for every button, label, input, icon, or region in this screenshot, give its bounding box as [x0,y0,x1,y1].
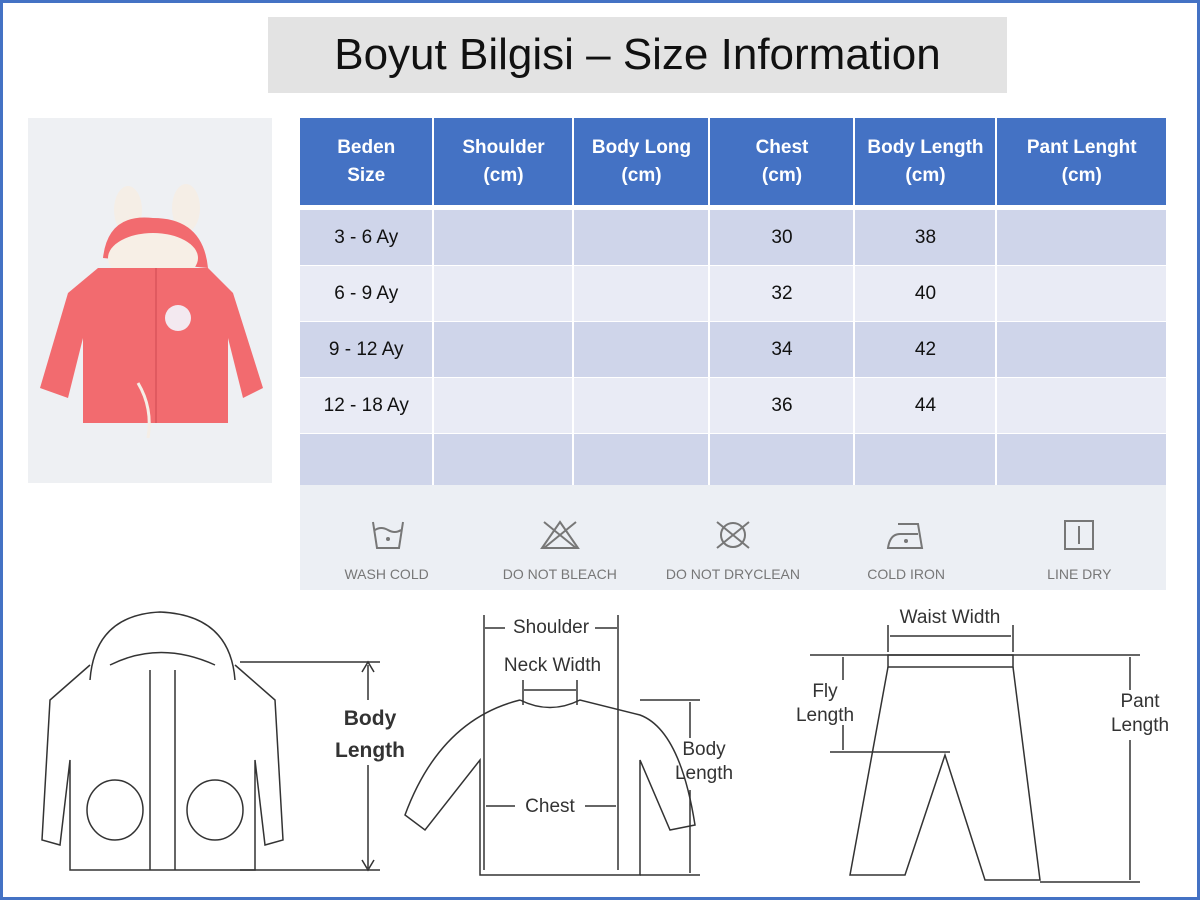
table-cell: 9 - 12 Ay [300,321,435,377]
table-cell [855,433,998,489]
wash-cold-icon [371,521,404,549]
table-cell: 30 [710,209,856,265]
jacket-diagram [41,611,380,872]
header-size: Beden Size [300,118,435,205]
table-cell: 38 [855,209,998,265]
care-cold-iron: COLD IRON [826,518,986,582]
table-cell [434,377,575,433]
table-cell [997,433,1166,489]
pants-diagram [810,625,1140,883]
do-not-dryclean-icon [716,521,750,549]
table-cell: 3 - 6 Ay [300,209,435,265]
table-cell [997,209,1166,265]
header-body-length: Body Length (cm) [855,118,998,205]
table-cell [997,265,1166,321]
header-chest: Chest (cm) [710,118,856,205]
table-cell [997,321,1166,377]
table-cell [434,433,575,489]
table-cell [300,433,435,489]
table-cell: 32 [710,265,856,321]
table-cell [574,433,711,489]
table-cell [434,209,575,265]
table-row: 9 - 12 Ay 34 42 [300,321,1166,377]
care-line-dry: LINE DRY [999,518,1159,582]
pants-fly-length-label: Fly Length [795,681,855,726]
table-cell [574,377,711,433]
table-cell [434,265,575,321]
header-shoulder: Shoulder (cm) [434,118,575,205]
table-cell: 44 [855,377,998,433]
table-row: 3 - 6 Ay 30 38 [300,209,1166,265]
care-instructions: WASH COLD DO NOT BLEACH DO NOT DRYCLEAN … [300,485,1166,590]
table-cell [574,209,711,265]
jacket-body-length-label: Body Length [335,707,405,762]
header-body-long: Body Long (cm) [574,118,711,205]
header-pant-length: Pant Lenght (cm) [997,118,1166,205]
table-cell: 42 [855,321,998,377]
table-cell: 40 [855,265,998,321]
table-row [300,433,1166,489]
do-not-bleach-icon [539,520,580,549]
shirt-shoulder-label: Shoulder [512,617,590,638]
table-cell: 34 [710,321,856,377]
table-row: 12 - 18 Ay 36 44 [300,377,1166,433]
shirt-diagram [404,615,700,876]
table-cell [710,433,856,489]
page-title: Boyut Bilgisi – Size Information [268,17,1007,93]
care-wash-cold: WASH COLD [307,518,467,582]
shirt-neck-width-label: Neck Width [503,655,602,676]
table-header-row: Beden Size Shoulder (cm) Body Long (cm) Che… [300,118,1166,205]
care-do-not-bleach: DO NOT BLEACH [480,518,640,582]
table-row: 6 - 9 Ay 32 40 [300,265,1166,321]
cold-iron-icon [887,523,924,549]
table-cell: 36 [710,377,856,433]
line-dry-icon [1064,520,1095,550]
pants-waist-width-label: Waist Width [899,607,1001,628]
care-do-not-dryclean: DO NOT DRYCLEAN [653,518,813,582]
table-cell [997,377,1166,433]
shirt-chest-label: Chest [525,796,575,817]
pants-pant-length-label: Pant Length [1110,691,1170,736]
table-cell [574,265,711,321]
table-cell [574,321,711,377]
table-cell: 6 - 9 Ay [300,265,435,321]
shirt-body-length-label: Body Length [674,739,734,784]
product-photo [28,118,272,483]
table-cell: 12 - 18 Ay [300,377,435,433]
table-cell [434,321,575,377]
size-table: Beden Size Shoulder (cm) Body Long (cm) Che… [300,118,1166,489]
